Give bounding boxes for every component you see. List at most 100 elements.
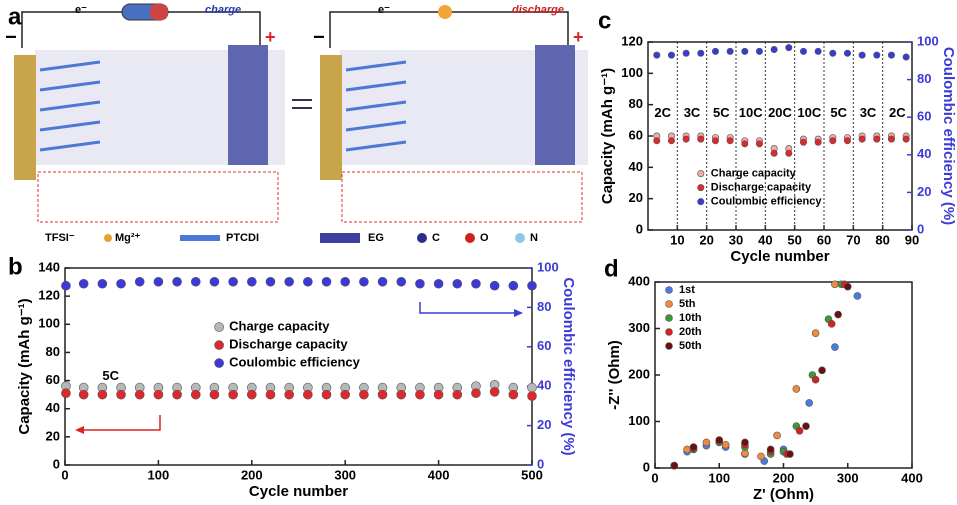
- data-point: [887, 51, 895, 59]
- data-point: [527, 391, 537, 401]
- y-axis-label: Capacity (mAh g⁻¹): [599, 68, 616, 204]
- panel-label: a: [8, 3, 22, 30]
- inset: [37, 171, 279, 223]
- legend-label: 10th: [679, 312, 702, 324]
- y-tick-label: 80: [629, 96, 643, 111]
- data-point: [78, 389, 89, 400]
- y-tick-label: 100: [38, 316, 60, 331]
- data-point: [527, 280, 537, 291]
- data-point: [773, 431, 781, 440]
- data-point: [811, 375, 820, 384]
- data-point: [741, 140, 749, 148]
- x-axis-label: Z' (Ohm): [753, 486, 814, 503]
- x-tick-label: 0: [61, 467, 68, 482]
- legend-label: TFSI⁻: [45, 232, 75, 244]
- battery-icon: [150, 4, 168, 20]
- x-tick-label: 30: [729, 232, 743, 247]
- y2-tick-label: 40: [537, 378, 551, 393]
- panel-label: b: [8, 253, 23, 280]
- data-point: [682, 135, 690, 143]
- data-point: [814, 47, 822, 55]
- data-point: [715, 436, 724, 444]
- bulb: [438, 5, 452, 19]
- data-point: [667, 51, 675, 59]
- y-tick-label: 400: [628, 273, 650, 288]
- data-point: [508, 280, 519, 291]
- electron: e⁻: [75, 4, 87, 16]
- data-point: [887, 135, 895, 143]
- legend-label: EG: [368, 232, 384, 244]
- data-point: [452, 278, 463, 289]
- data-point: [134, 389, 145, 400]
- axis-pointer: [419, 302, 518, 314]
- legend-marker: [665, 328, 673, 336]
- y-tick-label: 0: [636, 221, 643, 236]
- legend-marker: [665, 300, 673, 308]
- minus: −: [313, 26, 325, 48]
- data-point: [726, 47, 734, 55]
- y-tick-label: 60: [46, 372, 60, 387]
- data-point: [209, 389, 220, 400]
- legend-label: Mg²⁺: [115, 232, 141, 244]
- minus: −: [5, 26, 17, 48]
- legend-marker: [665, 342, 673, 350]
- legend-label: 20th: [679, 326, 702, 338]
- legend-label: Coulombic efficiency: [229, 355, 361, 370]
- data-point: [452, 389, 463, 400]
- y-tick-label: 20: [46, 428, 60, 443]
- data-point: [858, 51, 866, 59]
- data-point: [755, 47, 763, 55]
- data-point: [711, 47, 719, 55]
- legend-label: Coulombic efficiency: [711, 196, 823, 208]
- data-point: [785, 149, 793, 157]
- ptcdi-layers: [345, 60, 407, 152]
- data-point: [711, 137, 719, 145]
- data-point: [303, 276, 313, 287]
- data-point: [770, 149, 778, 157]
- data-point: [415, 278, 425, 289]
- data-point: [834, 310, 842, 319]
- mode-label: discharge: [512, 4, 564, 16]
- data-point: [697, 49, 705, 57]
- data-point: [228, 276, 238, 287]
- anode: [320, 55, 342, 180]
- inset: [341, 171, 583, 223]
- x-tick-label: 500: [521, 467, 543, 482]
- segment-label: 5C: [830, 105, 847, 120]
- electron: e⁻: [378, 4, 390, 16]
- data-point: [134, 276, 145, 287]
- data-point: [831, 343, 839, 351]
- data-point: [116, 389, 126, 400]
- x-tick-label: 400: [901, 470, 923, 485]
- diagram-legend: TFSI⁻ Mg²⁺ PTCDI EG C O N: [45, 232, 538, 244]
- data-point: [786, 450, 794, 458]
- y2-tick-label: 40: [917, 146, 931, 161]
- plus: +: [265, 27, 276, 47]
- x-tick-label: 90: [905, 232, 919, 247]
- data-point: [489, 387, 500, 397]
- data-point: [172, 276, 182, 287]
- data-point: [340, 276, 351, 287]
- data-point: [653, 51, 661, 59]
- data-point: [873, 51, 881, 59]
- data-point: [811, 329, 820, 337]
- legend-label: PTCDI: [226, 232, 259, 244]
- legend-label: 1st: [679, 284, 695, 296]
- x-tick-label: 100: [708, 470, 730, 485]
- x-tick-label: 300: [837, 470, 859, 485]
- legend-icon: [417, 233, 427, 243]
- data-point: [78, 278, 89, 289]
- data-point: [116, 278, 126, 289]
- data-point: [827, 320, 836, 328]
- x-tick-label: 50: [787, 232, 801, 247]
- legend-marker: [665, 314, 673, 322]
- data-point: [755, 140, 763, 148]
- y-tick-label: 80: [46, 344, 60, 359]
- data-point: [265, 276, 276, 287]
- ptcdi-layers: [39, 60, 101, 152]
- data-point: [471, 278, 481, 289]
- data-point: [61, 388, 71, 399]
- segment-label: 2C: [889, 105, 906, 120]
- y2-tick-label: 60: [917, 109, 931, 124]
- data-point: [527, 382, 537, 393]
